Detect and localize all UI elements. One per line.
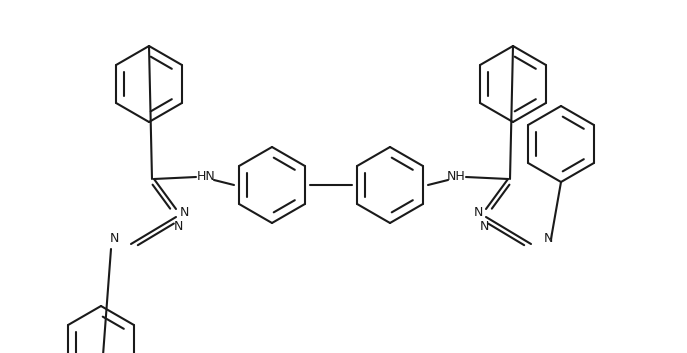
Text: N: N	[173, 221, 183, 233]
Text: N: N	[473, 207, 483, 220]
Text: N: N	[109, 233, 119, 245]
Text: HN: HN	[196, 170, 216, 184]
Text: N: N	[480, 221, 488, 233]
Text: N: N	[179, 207, 189, 220]
Text: N: N	[543, 233, 552, 245]
Text: NH: NH	[447, 170, 465, 184]
